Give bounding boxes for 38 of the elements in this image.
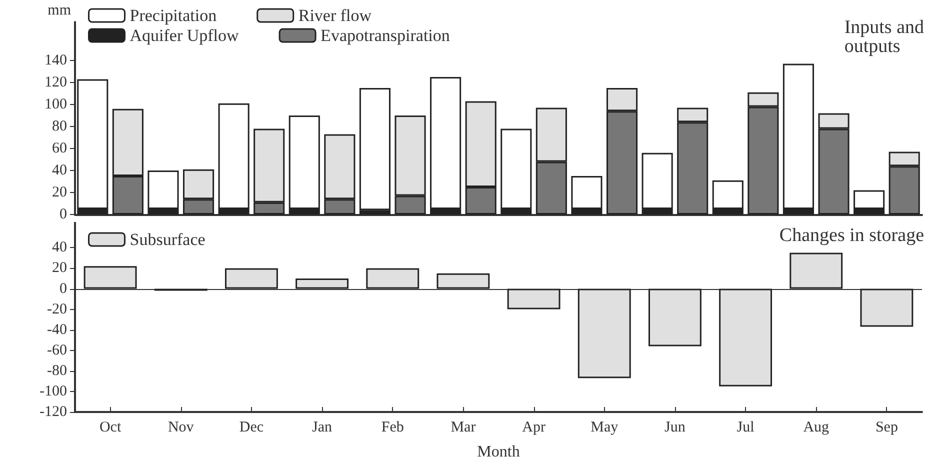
legend-label: Aquifer Upflow (130, 26, 240, 45)
y-tick-label: 100 (44, 96, 67, 112)
x-tick-label: Jan (312, 420, 333, 436)
annotation: Inputs and outputs (844, 17, 924, 57)
legend-label: Evapotranspiration (320, 26, 450, 45)
y-tick-label: 40 (52, 240, 67, 256)
legend-label: River flow (298, 6, 372, 25)
y-tick-label: -40 (47, 322, 67, 338)
y-axis-title: mm (48, 2, 72, 18)
y-tick-label: 0 (60, 206, 67, 222)
legend-label: Subsurface (130, 230, 206, 249)
y-tick-label: 80 (52, 118, 67, 134)
x-tick-label: Sep (875, 420, 898, 436)
x-tick-label: Jul (736, 420, 754, 436)
y-tick-label: 40 (52, 162, 67, 178)
y-tick-label: 20 (52, 260, 67, 276)
x-tick-label: Nov (168, 420, 194, 436)
y-tick-label: -80 (47, 362, 67, 379)
y-tick-label: -120 (40, 404, 67, 420)
y-tick-label: -100 (40, 383, 67, 400)
y-tick-label: -20 (47, 301, 67, 318)
y-tick-label: 0 (60, 280, 67, 297)
x-tick-label: Apr (522, 420, 546, 436)
x-axis-title: Month (477, 444, 520, 460)
x-tick-label: Mar (450, 420, 476, 436)
y-tick-label: 140 (44, 52, 67, 68)
x-tick-label: Jun (664, 420, 686, 436)
x-tick-label: Oct (99, 420, 122, 436)
y-tick-label: -60 (47, 342, 67, 358)
y-tick-label: 60 (52, 140, 67, 156)
x-tick-label: Dec (239, 420, 264, 436)
y-tick-label: 120 (44, 74, 67, 90)
legend-label: Precipitation (130, 6, 218, 25)
x-tick-label: Aug (803, 420, 830, 436)
x-tick-label: May (590, 420, 619, 436)
y-tick-label: 20 (52, 184, 67, 200)
x-tick-label: Feb (381, 420, 404, 436)
annotation: Changes in storage (779, 225, 924, 246)
